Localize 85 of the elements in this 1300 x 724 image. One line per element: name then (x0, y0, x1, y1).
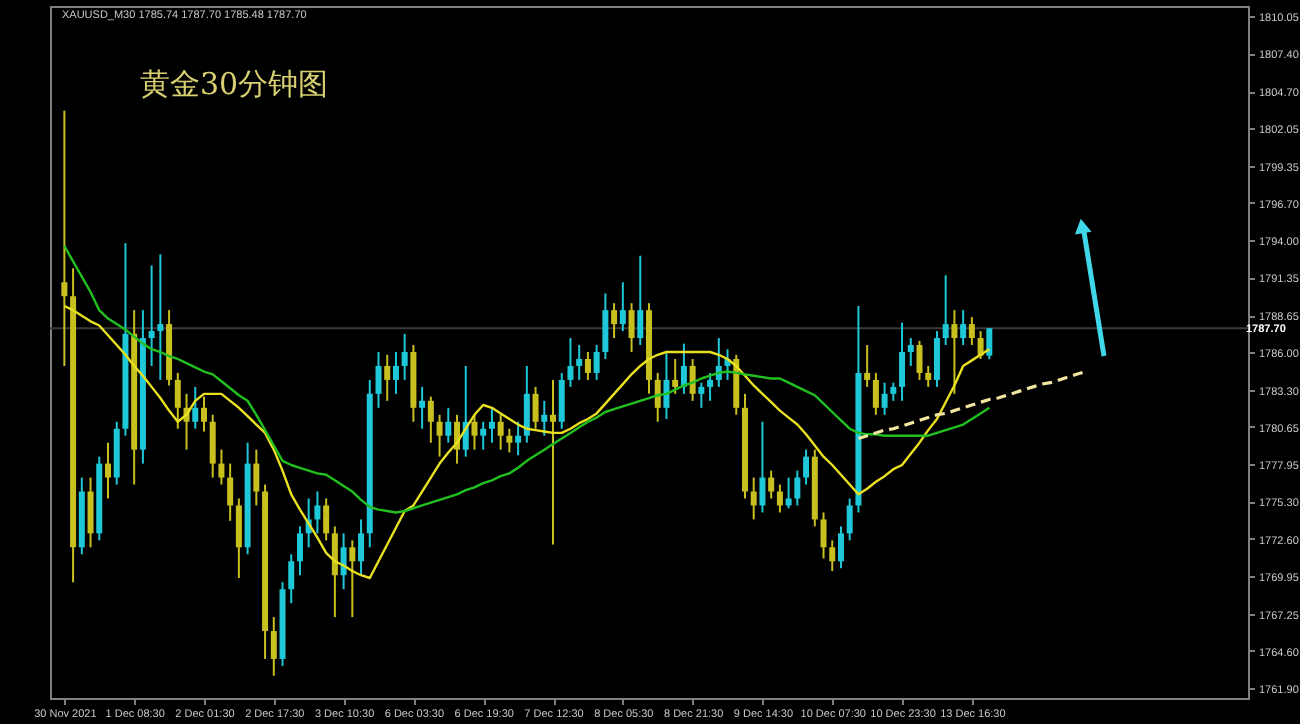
candlestick (558, 371, 565, 430)
candlestick (933, 330, 940, 388)
candlestick (619, 281, 626, 333)
candlestick (602, 292, 609, 360)
candlestick (707, 371, 714, 402)
line-series (63, 304, 991, 580)
candlestick (820, 511, 827, 560)
candlestick (925, 364, 932, 388)
candlestick (375, 351, 382, 409)
candlestick (436, 413, 443, 458)
candlestick (846, 497, 853, 542)
candlestick (445, 406, 452, 444)
candlestick (593, 344, 600, 381)
candlestick (523, 364, 530, 444)
candlestick (331, 525, 338, 619)
candlestick (349, 539, 356, 619)
candlestick (270, 616, 277, 677)
candlestick (872, 371, 879, 416)
candlestick (837, 525, 844, 570)
candlestick (314, 490, 321, 535)
candlestick (157, 253, 164, 381)
text: 黄金30分钟图 (139, 66, 329, 102)
candlestick (392, 351, 399, 395)
candlestick (480, 420, 487, 451)
candlestick (890, 381, 897, 402)
candlestick (698, 381, 705, 409)
candlestick (104, 441, 111, 500)
candlestick (200, 395, 207, 433)
candlestick (61, 109, 68, 367)
candlestick (209, 413, 216, 479)
candlestick (986, 327, 993, 361)
candlestick (358, 518, 365, 577)
candlestick (471, 413, 478, 451)
candlestick (218, 448, 225, 486)
candlestick (323, 497, 330, 542)
candlestick (916, 339, 923, 381)
candlestick (611, 302, 618, 340)
candlestick (497, 413, 504, 451)
candlestick (907, 337, 914, 367)
candlestick (227, 462, 234, 522)
candlestick (672, 357, 679, 395)
candlestick (951, 309, 958, 395)
candlestick (532, 385, 539, 430)
candlestick (192, 385, 199, 430)
candlestick (829, 539, 836, 573)
candlestick (384, 353, 391, 402)
line-series (63, 244, 991, 514)
candlestick (174, 371, 181, 430)
candlestick (803, 448, 810, 486)
candlestick (419, 385, 426, 430)
candlestick (340, 532, 347, 591)
candlestick (87, 476, 94, 549)
candlestick (960, 309, 967, 347)
candlestick (541, 399, 548, 437)
candlestick (288, 553, 295, 605)
candlestick (515, 420, 522, 457)
candlestick (794, 469, 801, 507)
candlestick (253, 448, 260, 507)
candlestick (584, 351, 591, 381)
line-series (856, 369, 1087, 441)
candlestick (506, 427, 513, 454)
candlestick (759, 420, 766, 514)
candlestick (750, 476, 757, 521)
candlestick (576, 344, 583, 381)
candlestick (296, 525, 303, 577)
candlestick (881, 381, 888, 416)
candlestick (663, 352, 670, 420)
candlestick (942, 274, 949, 347)
candlestick (776, 483, 783, 514)
candlestick (628, 302, 635, 353)
candlestick (768, 469, 775, 500)
candlestick (148, 264, 155, 367)
candlestick (968, 316, 975, 347)
candlestick (567, 337, 574, 388)
candlestick (864, 344, 871, 388)
candlestick (785, 476, 792, 510)
candlestick (550, 378, 557, 546)
candlestick (427, 395, 434, 444)
candlestick (488, 406, 495, 444)
candlestick (637, 254, 644, 347)
candlestick (654, 371, 661, 423)
candlestick (899, 321, 906, 402)
candlestick (689, 357, 696, 402)
candlestick (401, 332, 408, 381)
candlestick (235, 497, 242, 580)
